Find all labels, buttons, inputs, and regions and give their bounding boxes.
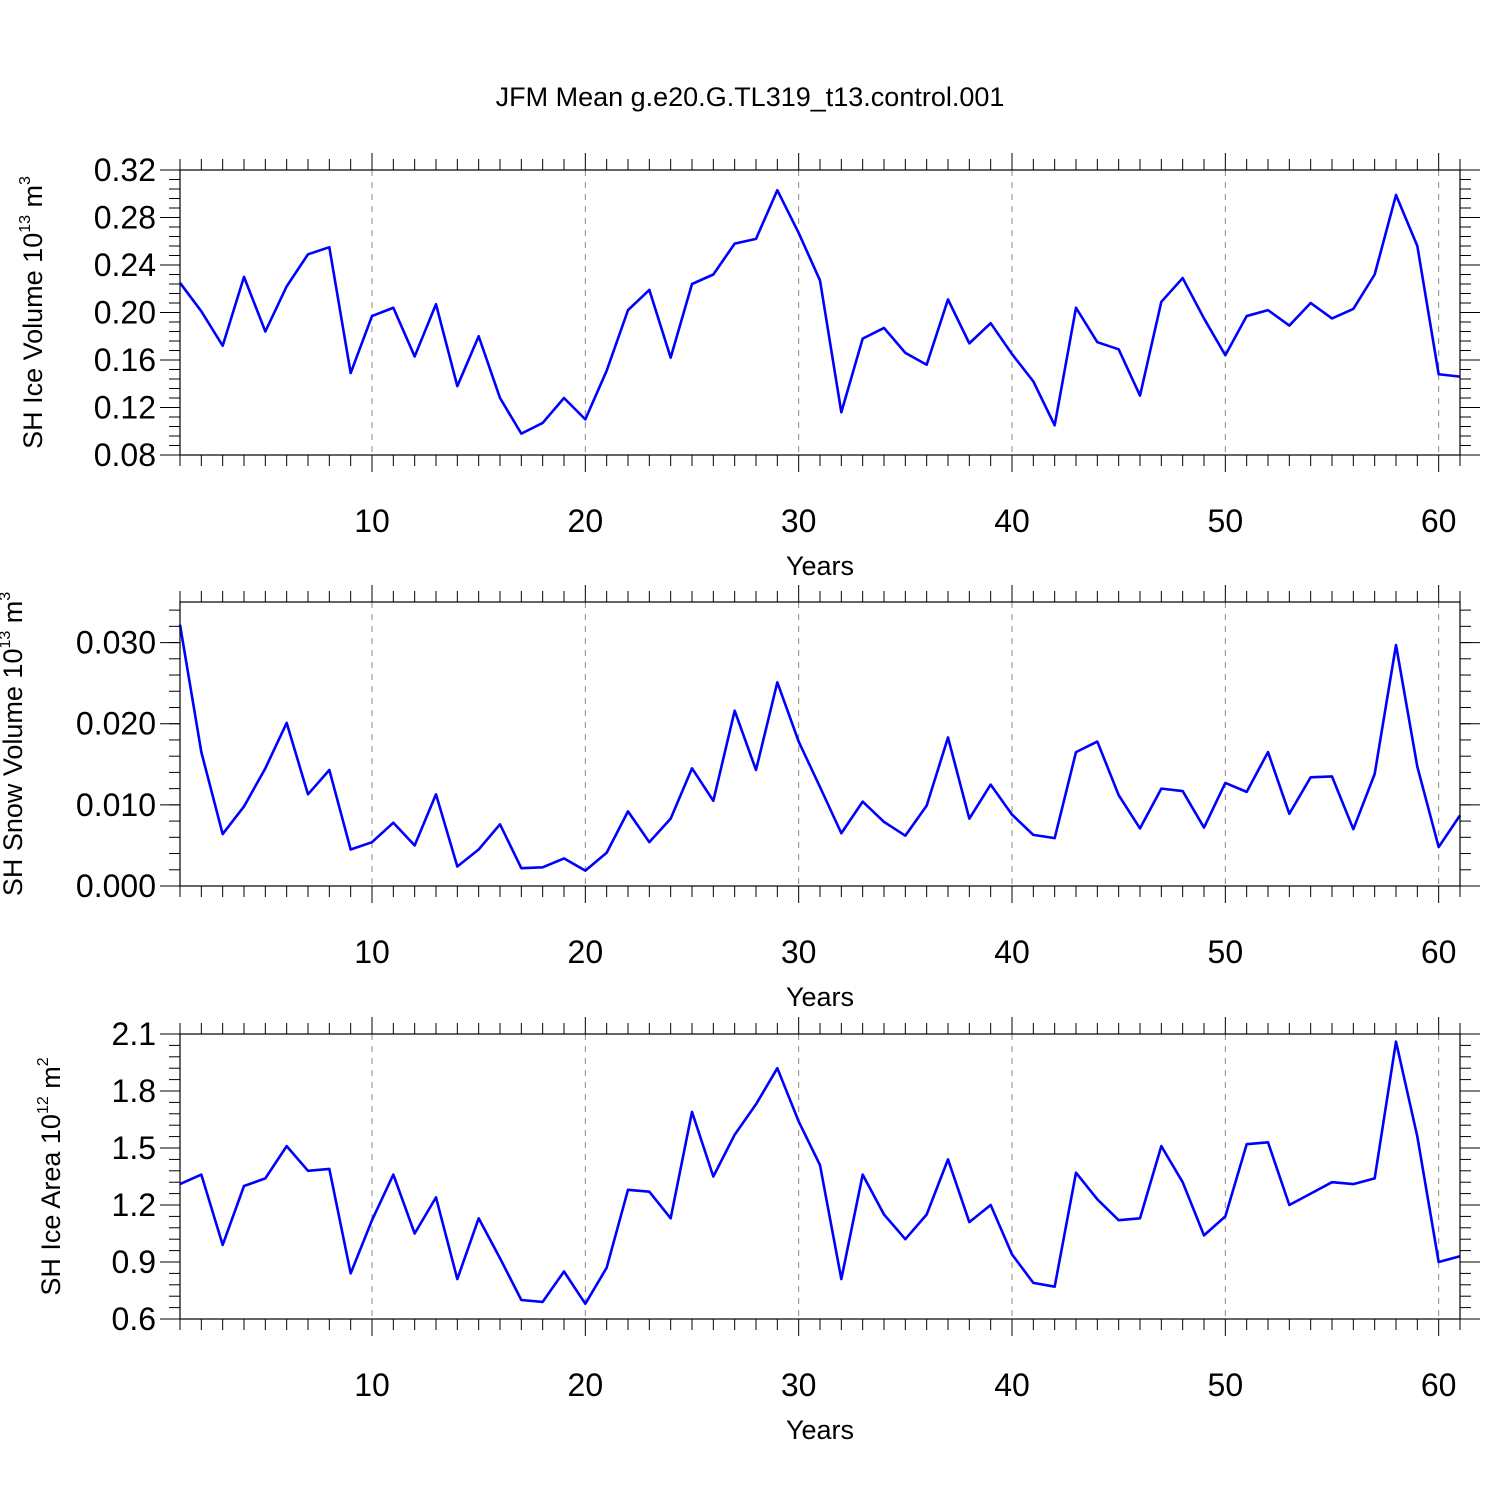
y-tick-label: 0.20 [94,295,156,331]
panel-3: 0.6 0.9 1.2 1.5 1.8 2.1 10 20 30 40 50 60 Years SH Ic… [35,1016,1480,1445]
x-tick-label: 40 [994,934,1030,970]
y-tick-label: 0.010 [76,787,156,823]
x-tick-label: 40 [994,503,1030,539]
y-tick-label: 0.16 [94,342,156,378]
panel-1: 0.08 0.12 0.16 0.20 0.24 0.28 0.32 10 20 30 40 50 60… [17,152,1480,581]
x-tick-label: 40 [994,1367,1030,1403]
plot-frame [179,601,1461,887]
series-line-1 [179,1040,1461,1306]
x-tick-label: 30 [781,1367,817,1403]
x-tick-label: 20 [568,503,604,539]
y-tick-label: 0.08 [94,437,156,473]
y-axis-title: SH Ice Area 1012 m2 [35,1057,66,1295]
y-tick-label: 0.28 [94,200,156,236]
x-tick-label: 30 [781,503,817,539]
x-tick-label: 60 [1421,1367,1457,1403]
x-tick-label: 50 [1208,934,1244,970]
y-tick-label: 0.030 [76,625,156,661]
x-tick-label: 20 [568,1367,604,1403]
y-tick-label: 0.020 [76,706,156,742]
x-axis-title: Years [786,982,854,1012]
y-tick-label: 0.12 [94,390,156,426]
y-axis-title: SH Ice Volume 1013 m3 [17,176,48,449]
y-tick-label: 0.9 [112,1244,156,1280]
panel-2: 0.000 0.010 0.020 0.030 10 20 30 40 50 60 Years SH … [0,585,1480,1012]
x-tick-label: 10 [354,503,390,539]
x-tick-label: 10 [354,934,390,970]
y-tick-label: 0.000 [76,868,156,904]
y-tick-label: 1.8 [112,1073,156,1109]
x-tick-label: 60 [1421,503,1457,539]
y-tick-label: 1.5 [112,1130,156,1166]
y-tick-label: 1.2 [112,1187,156,1223]
y-tick-label: 2.1 [112,1016,156,1052]
series-line-1 [178,188,1461,435]
x-tick-label: 60 [1421,934,1457,970]
series-line-1 [178,624,1462,872]
plot-frame [179,1033,1461,1320]
y-tick-label: 0.24 [94,247,156,283]
chart-title: JFM Mean g.e20.G.TL319_t13.control.001 [496,82,1005,112]
x-axis-title: Years [786,551,854,581]
x-tick-label: 10 [354,1367,390,1403]
y-tick-label: 0.6 [112,1301,156,1337]
x-tick-label: 20 [568,934,604,970]
x-axis-title: Years [786,1415,854,1445]
y-axis-title: SH Snow Volume 1013 m3 [0,592,28,896]
x-tick-label: 50 [1208,503,1244,539]
x-tick-label: 30 [781,934,817,970]
x-tick-label: 50 [1208,1367,1244,1403]
y-tick-label: 0.32 [94,152,156,188]
plot-frame [179,169,1461,456]
